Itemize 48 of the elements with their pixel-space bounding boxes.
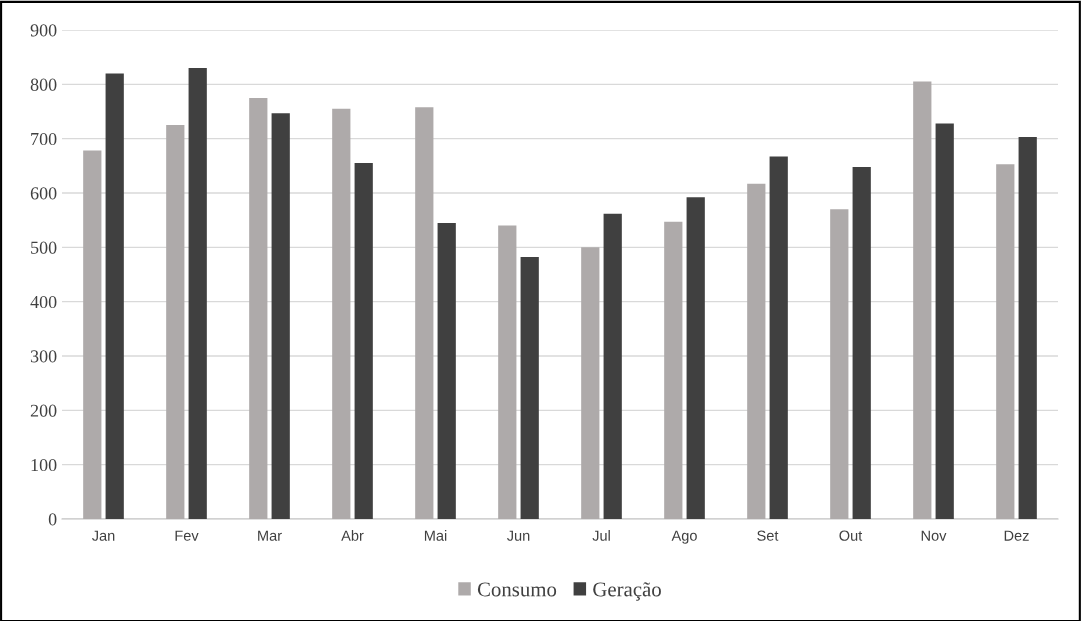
bar	[83, 150, 102, 519]
x-tick-label: Jan	[91, 530, 115, 541]
y-tick-label: 800	[30, 78, 57, 91]
bar	[105, 73, 124, 519]
x-tick-label: Ago	[671, 530, 697, 544]
bar	[1018, 137, 1037, 519]
legend-label: Geração	[593, 582, 661, 601]
bar	[166, 125, 185, 519]
bar	[852, 166, 871, 519]
bar	[520, 257, 539, 519]
x-tick-label: Jul	[592, 530, 610, 541]
bar	[332, 108, 351, 519]
bar	[581, 247, 600, 519]
bar	[935, 123, 954, 519]
bar	[830, 209, 849, 519]
x-tick-label: Mai	[424, 530, 447, 541]
bar	[686, 197, 705, 519]
x-tick-label: Abr	[341, 530, 364, 541]
bar	[769, 156, 788, 519]
y-tick-label: 500	[31, 241, 57, 254]
y-tick-label: 0	[48, 513, 57, 526]
bar	[271, 113, 290, 519]
y-tick-label: 900	[30, 24, 57, 37]
x-tick-label: Set	[757, 530, 779, 541]
y-tick-label: 600	[30, 187, 57, 200]
y-tick-label: 200	[30, 404, 57, 417]
x-tick-label: Out	[839, 530, 863, 541]
x-tick-label: Dez	[1004, 530, 1029, 541]
y-tick-label: 300	[30, 350, 57, 363]
bar	[603, 213, 622, 519]
bar	[437, 222, 456, 519]
x-tick-label: Mar	[258, 530, 282, 541]
x-tick-label: Fev	[175, 530, 199, 541]
y-tick-label: 400	[30, 295, 57, 309]
bar	[747, 183, 766, 519]
x-tick-label: Jun	[506, 530, 530, 541]
bar	[913, 81, 932, 519]
bar	[415, 107, 434, 519]
bar	[664, 221, 683, 519]
y-tick-label: 700	[31, 132, 57, 146]
legend-label: Consumo	[477, 582, 557, 597]
x-tick-label: Nov	[921, 530, 947, 541]
bar	[354, 163, 373, 519]
bar	[249, 97, 268, 519]
bar	[188, 68, 207, 519]
bar	[498, 225, 517, 519]
y-tick-label: 100	[31, 458, 57, 472]
bar	[996, 164, 1015, 519]
